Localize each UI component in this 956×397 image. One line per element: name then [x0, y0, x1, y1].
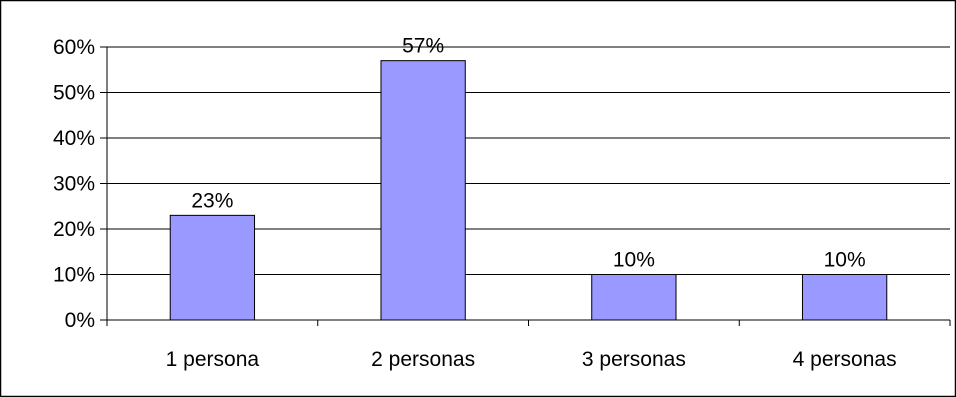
x-axis-ticks: 1 persona 2 personas 3 personas 4 personas	[106, 320, 951, 371]
y-tick-label: 60%	[53, 36, 95, 59]
bar-2	[380, 60, 466, 321]
data-label-2: 57%	[402, 35, 444, 58]
data-label-4: 10%	[824, 249, 866, 272]
x-category-label-3: 3 personas	[582, 348, 686, 371]
x-category-label-1: 1 persona	[166, 348, 260, 371]
y-tick-label: 30%	[53, 173, 95, 196]
data-label-1: 23%	[191, 189, 233, 212]
bars	[169, 60, 888, 321]
y-tick-label: 0%	[65, 309, 95, 332]
y-tick-label: 10%	[53, 264, 95, 287]
y-tick-label: 50%	[53, 82, 95, 105]
data-labels: 23% 57% 10% 10%	[191, 35, 865, 272]
y-tick-label: 40%	[53, 127, 95, 150]
bar-4	[801, 274, 888, 321]
x-category-label-4: 4 personas	[793, 348, 897, 371]
y-axis-ticks: 0% 10% 20% 30% 40% 50% 60%	[53, 36, 107, 332]
x-category-label-2: 2 personas	[371, 348, 475, 371]
data-label-3: 10%	[613, 249, 655, 272]
bar-3	[591, 274, 677, 321]
y-tick-label: 20%	[53, 218, 95, 241]
bar-1	[169, 214, 256, 321]
